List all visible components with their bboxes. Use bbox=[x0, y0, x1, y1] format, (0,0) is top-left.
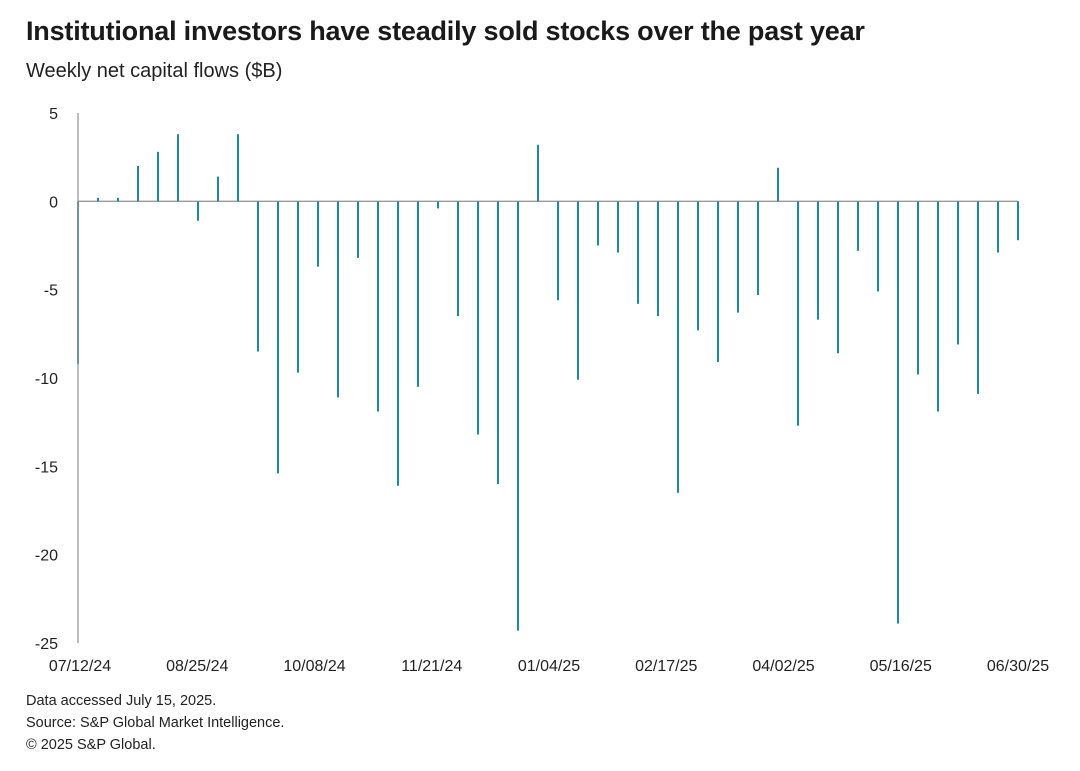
bar bbox=[757, 201, 759, 295]
bar bbox=[177, 134, 179, 202]
x-tick-label: 01/04/25 bbox=[518, 658, 580, 675]
bar bbox=[477, 201, 479, 435]
bar bbox=[297, 201, 299, 373]
data-accessed-note: Data accessed July 15, 2025. bbox=[26, 693, 217, 709]
y-tick-label: 0 bbox=[49, 194, 58, 211]
bar bbox=[197, 201, 199, 221]
bar bbox=[357, 201, 359, 258]
bar bbox=[797, 201, 799, 426]
bar bbox=[337, 201, 339, 398]
y-tick-label: -10 bbox=[35, 371, 58, 388]
source-note: Source: S&P Global Market Intelligence. bbox=[26, 715, 285, 731]
bar bbox=[237, 134, 239, 202]
bar bbox=[877, 201, 879, 292]
y-tick-label: -5 bbox=[44, 283, 58, 300]
bar bbox=[677, 201, 679, 493]
y-tick-label: -25 bbox=[35, 636, 58, 653]
bar bbox=[97, 197, 99, 202]
bar bbox=[717, 201, 719, 363]
bar-chart: 5 0 -5 -10 -15 -20 -25 07/12/24 08/25/24 10/08/2… bbox=[35, 106, 1049, 675]
bar bbox=[697, 201, 699, 331]
bar bbox=[557, 201, 559, 301]
bar bbox=[137, 166, 139, 202]
copyright-note: © 2025 S&P Global. bbox=[26, 737, 156, 753]
y-tick-label: -20 bbox=[35, 548, 58, 565]
y-tick-label: -15 bbox=[35, 459, 58, 476]
bar bbox=[817, 201, 819, 320]
bar bbox=[417, 201, 419, 387]
x-tick-label: 06/30/25 bbox=[987, 658, 1049, 675]
bar bbox=[997, 201, 999, 253]
bar bbox=[857, 201, 859, 251]
bar bbox=[597, 201, 599, 246]
bar bbox=[277, 201, 279, 474]
bar bbox=[217, 176, 219, 202]
chart-footer: Data accessed July 15, 2025. Source: S&P… bbox=[26, 690, 284, 756]
chart-subtitle: Weekly net capital flows ($B) bbox=[26, 60, 283, 82]
bar bbox=[537, 144, 539, 202]
x-tick-label: 02/17/25 bbox=[635, 658, 697, 675]
chart-title: Institutional investors have steadily so… bbox=[26, 16, 865, 46]
bar bbox=[397, 201, 399, 486]
bar bbox=[117, 197, 119, 202]
bar bbox=[257, 201, 259, 352]
bar bbox=[917, 201, 919, 375]
bar bbox=[457, 201, 459, 317]
x-tick-label: 08/25/24 bbox=[166, 658, 228, 675]
bar bbox=[1017, 201, 1019, 241]
bar bbox=[657, 201, 659, 317]
x-tick-label: 04/02/25 bbox=[752, 658, 814, 675]
x-tick-label: 10/08/24 bbox=[283, 658, 345, 675]
bar bbox=[157, 151, 159, 202]
bar bbox=[957, 201, 959, 345]
bar bbox=[637, 201, 639, 304]
x-tick-label: 05/16/25 bbox=[870, 658, 932, 675]
x-tick-label: 07/12/24 bbox=[49, 658, 111, 675]
x-tick-label: 11/21/24 bbox=[401, 658, 462, 675]
bar bbox=[577, 201, 579, 380]
bar bbox=[517, 201, 519, 631]
bar bbox=[737, 201, 739, 313]
bar bbox=[497, 201, 499, 484]
bar bbox=[977, 201, 979, 394]
bar bbox=[777, 167, 779, 202]
y-tick-label: 5 bbox=[49, 106, 58, 123]
bar bbox=[937, 201, 939, 412]
bar bbox=[317, 201, 319, 267]
bar bbox=[897, 201, 899, 624]
bar bbox=[437, 201, 439, 209]
bar bbox=[377, 201, 379, 412]
bar bbox=[837, 201, 839, 354]
bar bbox=[617, 201, 619, 253]
